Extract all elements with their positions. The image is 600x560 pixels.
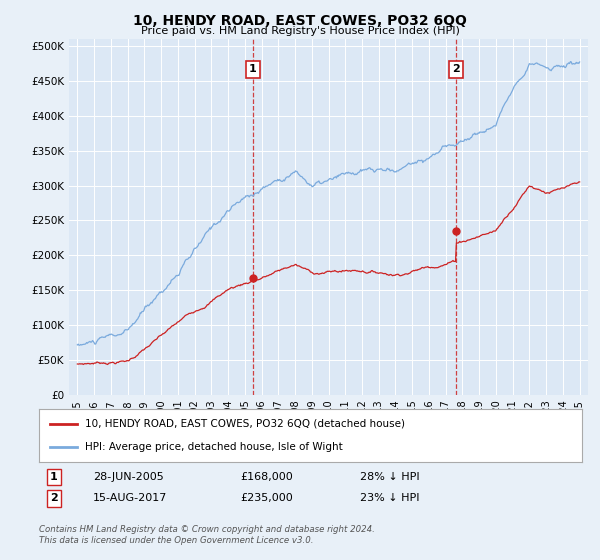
- Text: 28-JUN-2005: 28-JUN-2005: [93, 472, 164, 482]
- Text: 10, HENDY ROAD, EAST COWES, PO32 6QQ: 10, HENDY ROAD, EAST COWES, PO32 6QQ: [133, 14, 467, 28]
- Text: HPI: Average price, detached house, Isle of Wight: HPI: Average price, detached house, Isle…: [85, 442, 343, 452]
- Text: 2: 2: [452, 64, 460, 74]
- Text: £235,000: £235,000: [240, 493, 293, 503]
- Text: 1: 1: [249, 64, 257, 74]
- Text: 15-AUG-2017: 15-AUG-2017: [93, 493, 167, 503]
- Text: 2: 2: [50, 493, 58, 503]
- Text: Contains HM Land Registry data © Crown copyright and database right 2024.
This d: Contains HM Land Registry data © Crown c…: [39, 525, 375, 545]
- Text: £168,000: £168,000: [240, 472, 293, 482]
- Text: 1: 1: [50, 472, 58, 482]
- Text: 28% ↓ HPI: 28% ↓ HPI: [360, 472, 419, 482]
- Text: 10, HENDY ROAD, EAST COWES, PO32 6QQ (detached house): 10, HENDY ROAD, EAST COWES, PO32 6QQ (de…: [85, 419, 405, 429]
- Text: 23% ↓ HPI: 23% ↓ HPI: [360, 493, 419, 503]
- Text: Price paid vs. HM Land Registry's House Price Index (HPI): Price paid vs. HM Land Registry's House …: [140, 26, 460, 36]
